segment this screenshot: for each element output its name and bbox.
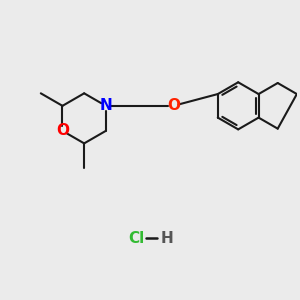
Text: O: O (56, 123, 69, 138)
Text: O: O (167, 98, 180, 113)
Text: H: H (160, 231, 173, 246)
Text: N: N (100, 98, 112, 113)
Text: Cl: Cl (128, 231, 144, 246)
